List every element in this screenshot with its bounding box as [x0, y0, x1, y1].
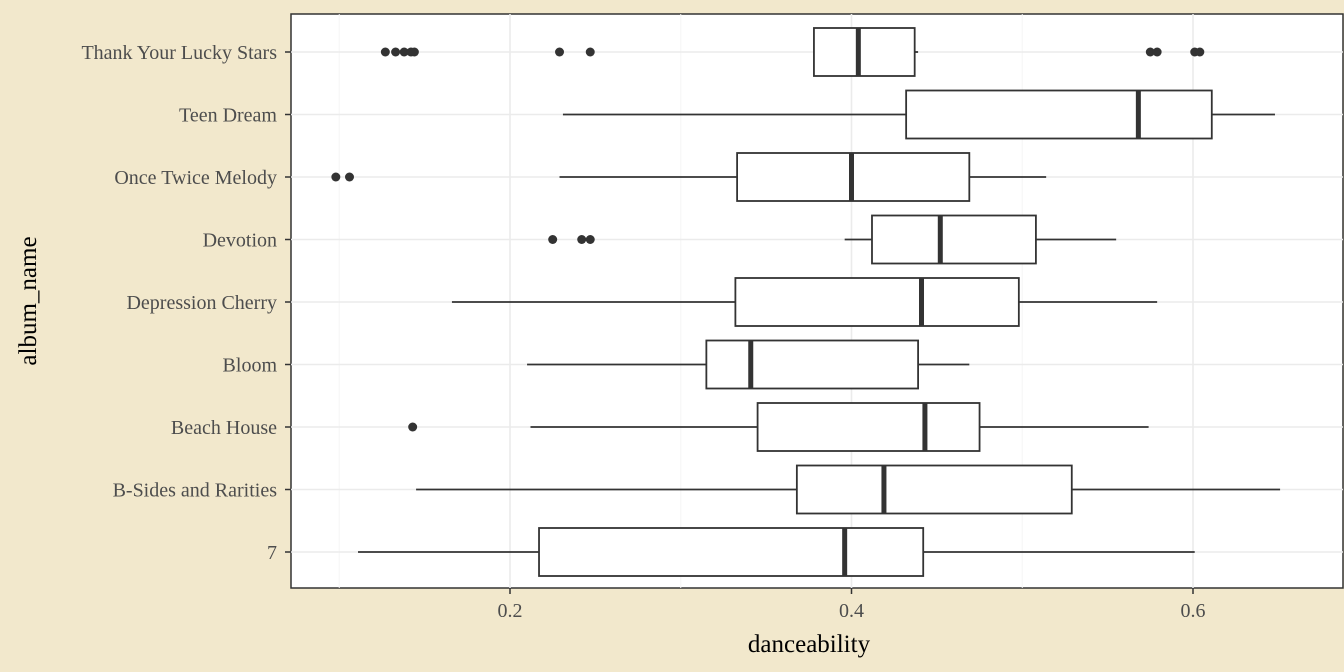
outlier-point — [409, 47, 419, 57]
iqr-box — [795, 464, 1073, 515]
outlier-point — [585, 235, 595, 244]
y-tick-label: Devotion — [203, 230, 277, 252]
iqr-box — [905, 89, 1213, 140]
outlier-point — [391, 47, 401, 57]
box-2 — [408, 402, 1149, 452]
y-tick-label: Teen Dream — [179, 105, 277, 127]
iqr-box — [813, 27, 916, 77]
y-tick-label: Bloom — [223, 355, 278, 377]
box-6 — [331, 152, 1047, 202]
y-tick-label: Thank Your Lucky Stars — [81, 42, 277, 64]
y-axis: 7 B-Sides and Rarities Beach House Bloom Dep… — [81, 42, 291, 564]
outlier-point — [585, 47, 595, 57]
y-tick-label: Beach House — [171, 417, 277, 439]
y-tick-label: B-Sides and Rarities — [113, 480, 278, 502]
outlier-point — [380, 47, 390, 57]
x-tick-label: 0.2 — [498, 600, 523, 622]
iqr-box — [871, 214, 1037, 265]
box-0 — [358, 527, 1195, 577]
outlier-point — [548, 235, 558, 244]
outlier-point — [1195, 47, 1205, 57]
x-axis-title: danceability — [748, 631, 871, 658]
iqr-box — [756, 402, 981, 452]
outlier-point — [399, 47, 409, 57]
x-tick-label: 0.4 — [839, 600, 864, 622]
outlier-point — [408, 422, 418, 432]
y-tick-label: Depression Cherry — [126, 292, 277, 314]
box-series — [331, 27, 1281, 577]
box-4 — [451, 277, 1158, 327]
outlier-point — [1145, 47, 1155, 57]
x-axis: 0.2 0.4 0.6 — [498, 588, 1206, 622]
box-1 — [416, 464, 1281, 515]
box-5 — [548, 214, 1117, 265]
outlier-point — [331, 172, 341, 182]
outlier-point — [555, 47, 565, 57]
iqr-box — [538, 527, 925, 577]
iqr-box — [734, 277, 1020, 327]
box-3 — [527, 339, 970, 390]
outlier-point — [1152, 47, 1162, 57]
box-7 — [562, 89, 1275, 140]
x-tick-label: 0.6 — [1181, 600, 1206, 622]
box-8 — [380, 27, 1205, 77]
y-axis-title: album_name — [15, 236, 42, 365]
iqr-box — [705, 339, 919, 390]
outlier-point — [577, 235, 587, 244]
y-tick-label: Once Twice Melody — [114, 167, 277, 189]
y-tick-label: 7 — [267, 542, 277, 564]
outlier-point — [344, 172, 354, 182]
